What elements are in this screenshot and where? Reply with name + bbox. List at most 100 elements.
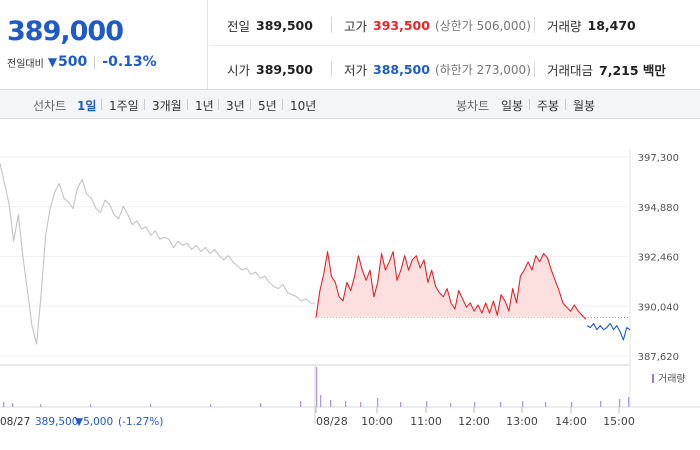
volume-bar [260, 403, 262, 407]
volume-bar [545, 402, 547, 407]
volume-legend-swatch [652, 374, 654, 383]
divider [218, 99, 219, 110]
candle-weekly[interactable]: 주봉 [537, 99, 560, 113]
stat-value: 389,500 [256, 18, 313, 33]
volume-bar [210, 404, 212, 407]
divider [331, 17, 332, 33]
price-chart[interactable]: 397,300 394,880 392,460 390,040 387,620 08/28… [0, 119, 700, 450]
y-tick-label: 394,880 [638, 203, 679, 214]
stat-label: 거래량 [547, 19, 582, 34]
change-percent: -0.13% [102, 54, 157, 70]
volume-bar [345, 401, 347, 407]
change-label: 전일대비 [7, 58, 44, 70]
x-tick-label: 10:00 [361, 415, 393, 428]
volume-bar [90, 404, 92, 407]
stat-prev-close: 전일 389,500 [227, 16, 313, 35]
stat-value: 389,500 [256, 62, 313, 77]
volume-bar [400, 402, 402, 407]
volume-bar [150, 404, 152, 407]
change-row: 전일대비 ▼ 500 -0.13% [7, 54, 157, 70]
volume-bar [600, 401, 602, 407]
y-tick-label: 390,040 [638, 302, 679, 313]
prev-day-price: 389,500 [35, 416, 78, 428]
x-tick-label: 13:00 [506, 415, 538, 428]
divider [250, 99, 251, 110]
divider [94, 55, 96, 69]
quote-summary: 389,000 전일대비 ▼ 500 -0.13% 전일 389,500 고가 … [0, 0, 700, 90]
period-10y[interactable]: 10년 [290, 99, 317, 113]
series-line-today-down [586, 322, 631, 341]
volume-bar [330, 400, 332, 407]
candle-daily[interactable]: 일봉 [501, 99, 524, 113]
volume-bar [619, 399, 621, 407]
y-tick-label: 397,300 [638, 153, 679, 164]
divider [282, 99, 283, 110]
stat-label: 전일 [227, 19, 251, 34]
price-chart-svg[interactable]: 397,300 394,880 392,460 390,040 387,620 08/28… [0, 119, 700, 450]
period-3y[interactable]: 3년 [226, 99, 245, 113]
stat-value: 18,470 [587, 18, 636, 33]
stat-label: 저가 [344, 63, 368, 78]
volume-bar [377, 398, 379, 407]
divider [331, 61, 332, 77]
volume-bar [320, 395, 322, 407]
period-1y[interactable]: 1년 [195, 99, 214, 113]
volume-bar [522, 401, 524, 407]
period-1d[interactable]: 1일 [77, 99, 97, 113]
candle-monthly[interactable]: 월봉 [573, 99, 596, 113]
divider [534, 61, 535, 77]
volume-bar [450, 403, 452, 407]
divider [187, 99, 188, 110]
current-price: 389,000 [7, 16, 124, 47]
line-chart-label: 선차트 [33, 99, 67, 113]
volume-bar [12, 403, 14, 407]
divider [529, 99, 530, 110]
stat-value: 7,215 백만 [599, 63, 666, 78]
divider [209, 45, 700, 46]
stats-grid: 전일 389,500 고가 393,500 (상한가 506,000) 거래량 … [209, 0, 700, 89]
stat-high: 고가 393,500 (상한가 506,000) [344, 16, 531, 35]
period-3m[interactable]: 3개월 [152, 99, 182, 113]
volume-bar [571, 402, 573, 407]
price-box: 389,000 전일대비 ▼ 500 -0.13% [0, 0, 208, 89]
candle-chart-label: 봉차트 [456, 99, 490, 113]
volume-bar [3, 402, 5, 407]
volume-bar [360, 402, 362, 407]
x-tick-label: 11:00 [410, 415, 442, 428]
stat-open: 시가 389,500 [227, 60, 313, 79]
y-tick-label: 392,460 [638, 253, 679, 264]
x-tick-label: 12:00 [458, 415, 490, 428]
prev-day-date: 08/27 [0, 416, 30, 428]
prev-day-percent: (-1.27%) [118, 416, 163, 428]
divider [101, 99, 102, 110]
stat-volume: 거래량 18,470 [547, 16, 636, 35]
series-line-today-up [315, 251, 587, 320]
divider [144, 99, 145, 110]
volume-bar [500, 402, 502, 407]
divider [534, 17, 535, 33]
chart-toolbar: 선차트 1일 1주일 3개월 1년 3년 5년 10년 봉차트 일봉 주봉 월봉 [0, 90, 700, 119]
volume-bar [316, 367, 318, 407]
stat-label: 거래대금 [547, 63, 594, 78]
period-5y[interactable]: 5년 [258, 99, 277, 113]
stat-label: 시가 [227, 63, 251, 78]
stat-value: 388,500 [373, 62, 430, 77]
x-tick-label: 15:00 [603, 415, 635, 428]
lower-limit: (하한가 273,000) [434, 63, 531, 77]
volume-bar [40, 404, 42, 407]
stat-amount: 거래대금 7,215 백만 [547, 60, 666, 79]
y-tick-label: 387,620 [638, 352, 679, 363]
series-line-prev-day [0, 163, 315, 345]
period-1w[interactable]: 1주일 [109, 99, 139, 113]
volume-bar [474, 402, 476, 407]
x-tick-label: 14:00 [555, 415, 587, 428]
x-tick-label: 08/28 [316, 415, 348, 428]
volume-bar [628, 397, 630, 407]
down-triangle-icon: ▼ [47, 55, 58, 69]
upper-limit: (상한가 506,000) [434, 19, 531, 33]
volume-bar [300, 401, 302, 407]
divider [565, 99, 566, 110]
series-area-today [316, 251, 586, 320]
stat-value: 393,500 [373, 18, 430, 33]
